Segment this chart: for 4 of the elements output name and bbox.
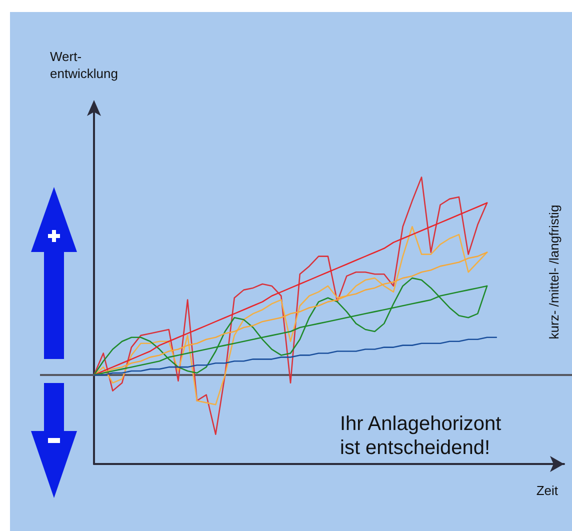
text: Wert- entwicklung (50, 49, 118, 81)
x-axis-title: Zeit (536, 483, 558, 498)
annotation: Ihr Anlagehorizont ist entscheidend! (340, 413, 502, 459)
text: kurz- /mittel- /langfristig (546, 204, 562, 340)
